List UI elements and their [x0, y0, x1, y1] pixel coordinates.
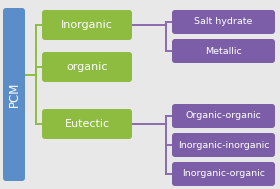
- Text: Inorganic-inorganic: Inorganic-inorganic: [178, 140, 269, 149]
- Text: PCM: PCM: [8, 82, 20, 107]
- FancyBboxPatch shape: [172, 39, 275, 63]
- Text: Eutectic: Eutectic: [64, 119, 109, 129]
- FancyBboxPatch shape: [42, 52, 132, 82]
- Text: Organic-organic: Organic-organic: [186, 112, 262, 121]
- Text: Salt hydrate: Salt hydrate: [194, 18, 253, 26]
- Text: organic: organic: [66, 62, 108, 72]
- FancyBboxPatch shape: [172, 104, 275, 128]
- FancyBboxPatch shape: [42, 109, 132, 139]
- Text: Metallic: Metallic: [205, 46, 242, 56]
- FancyBboxPatch shape: [3, 8, 25, 181]
- FancyBboxPatch shape: [42, 10, 132, 40]
- Text: Inorganic-organic: Inorganic-organic: [182, 170, 265, 178]
- FancyBboxPatch shape: [172, 10, 275, 34]
- Text: Inorganic: Inorganic: [61, 20, 113, 30]
- FancyBboxPatch shape: [172, 133, 275, 157]
- FancyBboxPatch shape: [172, 162, 275, 186]
